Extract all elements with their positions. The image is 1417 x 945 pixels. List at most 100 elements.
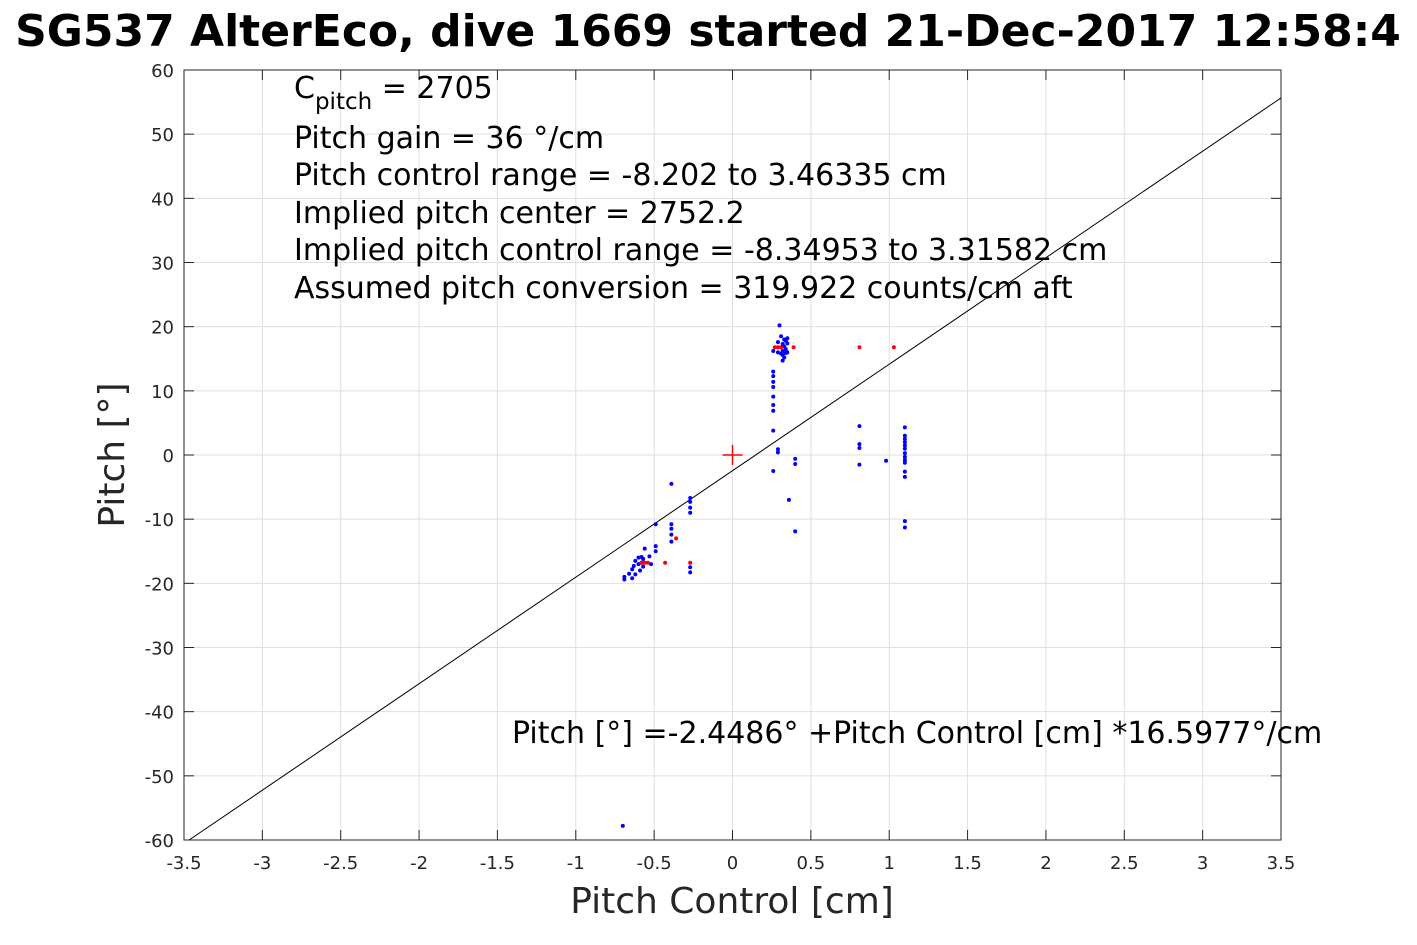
data-point (779, 334, 784, 339)
data-point (631, 564, 636, 569)
data-point (902, 454, 907, 459)
y-tick-label: 30 (151, 254, 174, 275)
cpitch-subscript: pitch (315, 89, 372, 115)
data-point (785, 341, 790, 346)
data-point (771, 379, 776, 384)
data-point (793, 529, 798, 534)
y-tick-label: 60 (151, 61, 174, 82)
data-point (641, 564, 646, 569)
x-tick-label: -3.5 (166, 853, 201, 874)
data-point (653, 522, 658, 527)
data-point (772, 345, 777, 350)
y-tick-label: -40 (145, 703, 174, 724)
center-cross-marker (722, 445, 743, 465)
data-point (642, 546, 647, 551)
data-point (771, 408, 776, 413)
data-point (669, 522, 674, 527)
y-tick-label: -60 (145, 831, 174, 852)
data-point (793, 456, 798, 461)
data-point (647, 554, 652, 559)
y-tick-label: 20 (151, 318, 174, 339)
cpitch-value: = 2705 (372, 71, 493, 106)
y-tick-label: 50 (151, 125, 174, 146)
data-point (630, 576, 635, 581)
y-tick-label: -20 (145, 574, 174, 595)
x-axis-label: Pitch Control [cm] (570, 881, 894, 922)
x-tick-label: 3.5 (1267, 853, 1296, 874)
data-point (771, 374, 776, 379)
x-tick-label: -1.5 (480, 853, 515, 874)
cpitch-main: C (294, 71, 315, 106)
implied-pitch-range-label: Implied pitch control range = -8.34953 t… (294, 233, 1107, 268)
data-point (779, 345, 784, 350)
data-point (636, 555, 641, 560)
x-tick-label: -3 (253, 853, 271, 874)
data-point (791, 345, 796, 350)
data-point (771, 384, 776, 389)
data-point (771, 349, 776, 354)
data-point (786, 497, 791, 502)
data-point (777, 323, 782, 328)
data-point (775, 345, 780, 350)
data-point (857, 424, 862, 429)
data-point (688, 499, 693, 504)
data-point (638, 568, 643, 573)
annotation-block: Cpitch = 2705 Pitch gain = 36 °/cm Pitch… (294, 71, 1322, 751)
data-point (645, 560, 650, 565)
x-tick-label: 0.5 (797, 853, 826, 874)
grid-lines (183, 69, 1282, 841)
y-tick-label: 0 (163, 446, 174, 467)
data-point (688, 505, 693, 510)
data-point (775, 350, 780, 355)
data-point (902, 425, 907, 430)
data-point (771, 469, 776, 474)
x-tick-label: 1 (883, 853, 894, 874)
data-point (902, 469, 907, 474)
data-point (785, 336, 790, 341)
x-tick-label: 3 (1197, 853, 1208, 874)
fit-line (188, 97, 1282, 841)
data-point (780, 358, 785, 363)
data-point (669, 539, 674, 544)
y-tick-label: 10 (151, 382, 174, 403)
data-point (782, 355, 787, 360)
data-point (633, 558, 638, 563)
data-point (639, 560, 644, 565)
data-point (688, 495, 693, 500)
data-point (780, 349, 785, 354)
data-point (902, 433, 907, 438)
data-point (857, 442, 862, 447)
data-point (771, 394, 776, 399)
y-tick-label: -50 (145, 767, 174, 788)
data-point (902, 443, 907, 448)
data-point (636, 562, 641, 567)
data-point (891, 345, 896, 350)
data-point (688, 565, 693, 570)
pitch-gain-label: Pitch gain = 36 °/cm (294, 121, 604, 156)
data-point (653, 544, 658, 549)
data-point (771, 428, 776, 433)
x-tick-label: 2.5 (1110, 853, 1139, 874)
pitch-conversion-label: Assumed pitch conversion = 319.922 count… (294, 271, 1073, 306)
data-point (663, 560, 668, 565)
data-point (902, 446, 907, 451)
scatter-series-1 (620, 323, 907, 828)
data-point (771, 369, 776, 374)
x-tick-label: -1 (567, 853, 585, 874)
data-point (674, 536, 679, 541)
scatter-series-2 (639, 345, 896, 565)
x-tick-label: -0.5 (637, 853, 672, 874)
data-point (633, 572, 638, 577)
data-point (627, 571, 632, 576)
data-point (902, 436, 907, 441)
data-point (649, 562, 654, 567)
data-point (857, 345, 862, 350)
data-point (669, 526, 674, 531)
data-point (775, 450, 780, 455)
y-tick-label: 40 (151, 189, 174, 210)
data-point (669, 532, 674, 537)
data-point (669, 481, 674, 486)
data-point (884, 458, 889, 463)
data-point (857, 445, 862, 450)
data-point (775, 447, 780, 452)
